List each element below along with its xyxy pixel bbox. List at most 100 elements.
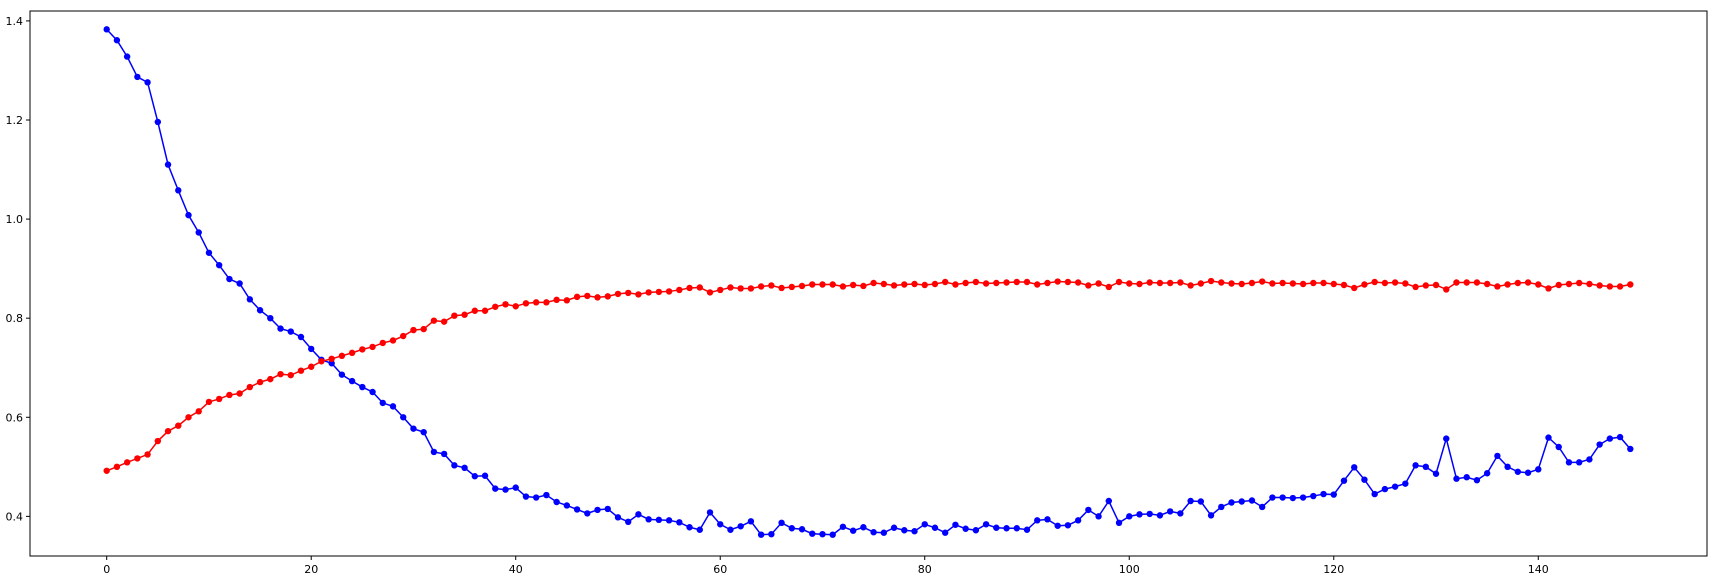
data-point [1013, 278, 1020, 286]
data-point [952, 281, 959, 288]
data-point [849, 527, 857, 534]
data-point [635, 511, 642, 518]
data-point [1177, 279, 1184, 286]
data-point [1166, 279, 1174, 287]
x-tick-label: 40 [509, 563, 523, 576]
data-point [931, 280, 939, 288]
data-point [1279, 279, 1286, 287]
data-point [972, 527, 980, 534]
data-point [1238, 498, 1245, 505]
data-point [522, 493, 530, 500]
data-point [246, 383, 254, 391]
data-point [1218, 503, 1225, 511]
data-point [1381, 279, 1389, 287]
data-point [226, 391, 233, 399]
data-point [1575, 279, 1583, 287]
data-point [1463, 474, 1470, 481]
data-point [706, 509, 714, 516]
data-point [870, 529, 877, 536]
data-point [1494, 283, 1501, 290]
data-point [348, 377, 356, 385]
data-point [880, 280, 888, 288]
data-point [471, 473, 479, 480]
data-point [308, 363, 315, 370]
x-tick-label: 20 [304, 563, 318, 576]
data-point [103, 26, 110, 33]
data-point [665, 288, 673, 295]
data-point [1483, 280, 1491, 288]
data-point [461, 464, 468, 472]
x-tick-label: 0 [103, 563, 110, 576]
data-point [1095, 280, 1102, 287]
data-point [563, 297, 571, 304]
data-point [1596, 282, 1603, 289]
data-point [1177, 510, 1184, 517]
data-point [236, 390, 243, 397]
data-point [1381, 485, 1389, 493]
data-point [144, 451, 151, 458]
data-point [584, 510, 591, 517]
data-point [1432, 470, 1440, 477]
data-point [287, 371, 294, 379]
data-point [573, 506, 581, 513]
data-point [870, 279, 877, 287]
data-point [1422, 463, 1430, 471]
data-point [1463, 279, 1470, 286]
data-point [1391, 279, 1399, 286]
data-point [1299, 494, 1307, 501]
data-point [379, 339, 386, 347]
data-point [563, 502, 571, 509]
data-point [389, 337, 397, 344]
data-point [1095, 513, 1102, 520]
data-point [1115, 278, 1123, 286]
data-point [338, 371, 346, 378]
data-point [1034, 281, 1041, 288]
data-point [1258, 278, 1266, 285]
data-point [880, 529, 888, 536]
data-point [1555, 443, 1562, 451]
data-point [195, 229, 202, 236]
data-point [727, 526, 734, 533]
data-point [1197, 498, 1205, 505]
data-point [359, 346, 366, 353]
data-point [614, 514, 622, 521]
data-point [829, 531, 836, 538]
data-point [1535, 466, 1542, 473]
data-point [921, 521, 928, 528]
data-point [1003, 279, 1010, 286]
data-point [1504, 463, 1511, 471]
data-point [1504, 281, 1511, 288]
data-point [1085, 506, 1092, 514]
data-point [655, 288, 663, 296]
data-point [1044, 516, 1051, 523]
data-point [461, 311, 468, 318]
data-point [931, 524, 939, 531]
data-point [359, 383, 366, 391]
data-point [584, 292, 591, 300]
x-tick-label: 120 [1323, 563, 1344, 576]
x-tick-label: 140 [1528, 563, 1549, 576]
data-point [1443, 435, 1450, 442]
data-point [451, 312, 458, 319]
data-point [543, 491, 550, 499]
data-point [1218, 279, 1225, 286]
data-point [809, 281, 816, 288]
data-point [185, 414, 192, 421]
data-point [1187, 497, 1194, 505]
data-point [1483, 470, 1491, 477]
y-tick-label: 1.0 [6, 213, 24, 226]
data-point [1443, 286, 1450, 293]
data-point [747, 518, 755, 525]
data-point [901, 281, 908, 288]
data-point [512, 484, 519, 491]
data-point [614, 290, 622, 298]
data-point [604, 505, 611, 513]
data-point [215, 395, 223, 403]
data-point [389, 403, 397, 410]
data-point [901, 527, 908, 534]
data-point [625, 518, 632, 526]
data-point [1371, 490, 1378, 498]
data-point [502, 486, 509, 493]
data-point [1361, 476, 1368, 483]
data-point [123, 459, 131, 466]
